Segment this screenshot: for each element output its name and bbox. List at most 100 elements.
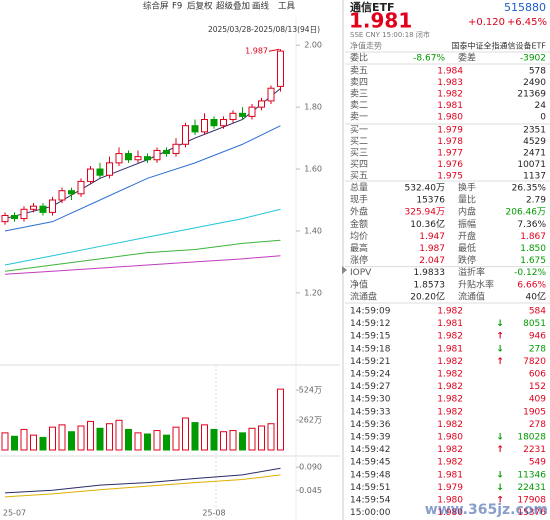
trade-time: 14:59:42: [350, 445, 390, 455]
field-label: 换手: [458, 182, 476, 194]
macd-line: [4, 474, 281, 498]
book-price: 1.982: [437, 90, 463, 100]
toolbar-button[interactable]: 后复权: [187, 1, 213, 12]
toolbar-button[interactable]: 画线: [252, 1, 270, 12]
book-level: 买二: [350, 136, 368, 147]
last-price: 1.981: [349, 9, 412, 33]
book-price: 1.980: [437, 113, 463, 123]
fund-name: 国泰中证全指通信设备ETF: [451, 41, 546, 51]
volume-bar: [277, 388, 284, 451]
candle-body: [172, 143, 180, 155]
trade-price: 1.980: [437, 496, 463, 506]
field-value: 10.36亿: [410, 218, 445, 230]
trade-price: 1.982: [437, 395, 463, 405]
candle-body: [134, 156, 142, 161]
trade-time: 14:59:24: [350, 370, 391, 380]
candle-body: [125, 153, 132, 161]
field-label: 振幅: [458, 218, 476, 230]
field-value: -3902: [520, 54, 546, 64]
trade-time: 14:59:33: [350, 407, 390, 417]
toolbar-button[interactable]: 工具: [278, 2, 296, 12]
collapse-toggle[interactable]: [342, 266, 347, 274]
trade-price: 1.980: [437, 433, 463, 443]
candle-body: [220, 119, 227, 127]
volume-bar: [267, 423, 275, 451]
trade-price: 1.982: [437, 458, 463, 468]
field-value: 15376: [416, 196, 445, 206]
nav-tab[interactable]: 净值走势: [350, 41, 382, 51]
trade-direction: ↑: [496, 332, 504, 342]
book-level: 卖四: [350, 77, 368, 88]
book-level: 买三: [350, 148, 368, 159]
toolbar-button[interactable]: F9: [172, 2, 182, 12]
trade-price: 1.982: [437, 382, 463, 392]
moving-average: [4, 255, 281, 275]
trade-volume: 946: [529, 332, 546, 342]
field-value: 1.8573: [414, 280, 446, 290]
field-value: 1.675: [520, 256, 546, 266]
x-tick-label: 25-08: [202, 509, 225, 518]
volume-bar: [182, 417, 189, 451]
book-level: 卖三: [350, 89, 368, 100]
book-volume: 10071: [517, 160, 546, 170]
field-value: 532.40万: [405, 184, 446, 194]
volume-bar: [68, 431, 75, 451]
trade-time: 14:59:51: [350, 483, 390, 493]
trade-price: 1.981: [437, 344, 463, 354]
field-value: 2.047: [419, 256, 445, 266]
security-code: 515880: [504, 1, 546, 14]
trade-volume: 278: [529, 344, 546, 354]
book-volume: 2471: [523, 149, 546, 159]
trade-direction: ↓: [496, 433, 504, 443]
trade-price: 1.980: [437, 508, 463, 518]
trade-volume: 549: [529, 458, 546, 468]
field-label: 外盘: [350, 206, 368, 218]
candle-body: [115, 153, 123, 164]
book-volume: 0: [540, 113, 546, 123]
candle-body: [30, 205, 37, 210]
date-range: 2025/03/28-2025/08/13(94日): [208, 25, 320, 34]
field-value: 6.66%: [517, 280, 546, 290]
volume-bar: [144, 433, 151, 451]
field-label: 开盘: [458, 230, 476, 242]
trade-time: 14:59:48: [350, 470, 391, 480]
candle-body: [49, 199, 56, 213]
y-tick-label: 1.60: [304, 165, 322, 174]
candle-body: [153, 149, 161, 161]
candle-body: [258, 100, 265, 108]
book-price: 1.981: [437, 101, 463, 111]
moving-average: [4, 208, 281, 266]
trade-volume: 22431: [517, 483, 546, 493]
candle-body: [239, 112, 246, 117]
candle-body: [77, 180, 85, 195]
trade-volume: 15376: [517, 508, 546, 518]
trade-time: 14:59:39: [350, 433, 391, 443]
volume-bar: [20, 428, 28, 451]
field-label: 内盘: [458, 206, 476, 218]
trade-time: 14:59:15: [350, 332, 390, 342]
candle-body: [96, 168, 104, 176]
field-label: 委比: [350, 52, 368, 64]
volume-bar: [134, 432, 142, 451]
x-tick-label: 25-07: [3, 509, 26, 518]
candle-body: [229, 112, 237, 121]
field-value: -8.67%: [413, 54, 445, 64]
trade-time: 14:59:45: [350, 458, 390, 468]
volume-tick-label: 262万: [299, 416, 322, 425]
trade-volume: 11346: [517, 470, 546, 480]
moving-average: [4, 239, 281, 272]
market-status: SSE CNY 15:00:18 闭市: [350, 30, 430, 39]
toolbar-button[interactable]: 综合屏: [143, 1, 169, 12]
candle-body: [201, 119, 208, 133]
candle-body: [182, 125, 189, 145]
annotation-leader: [268, 48, 280, 52]
price-change-pct: +6.45%: [507, 17, 547, 28]
price-change: +0.120: [468, 17, 505, 28]
toolbar-button[interactable]: 超级叠加: [216, 1, 250, 12]
field-label: IOPV: [350, 268, 372, 278]
moving-average: [4, 125, 281, 232]
trade-price: 1.982: [437, 370, 463, 380]
trade-direction: ↓: [496, 470, 504, 480]
trade-volume: 7820: [523, 357, 546, 367]
